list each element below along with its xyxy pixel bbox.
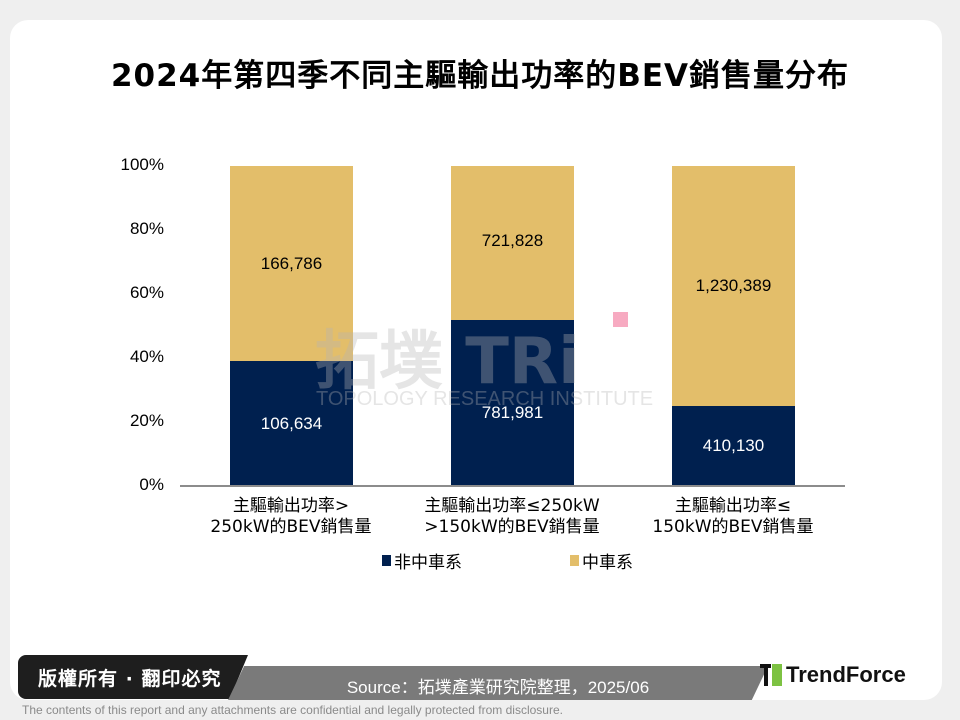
y-tick-0: 0% bbox=[139, 475, 164, 494]
x-label-line2: 250kW的BEV銷售量 bbox=[210, 517, 372, 537]
y-tick-100: 100% bbox=[120, 155, 164, 174]
copyright-text: 版權所有 · 翻印必究 bbox=[38, 668, 222, 690]
disclaimer: The contents of this report and any atta… bbox=[22, 703, 563, 717]
x-label-over-250kw: 主驅輸出功率> 250kW的BEV銷售量 bbox=[181, 496, 401, 538]
brand-name: TrendForce bbox=[786, 662, 906, 687]
bar-segment-china: 1,230,389 bbox=[672, 166, 795, 406]
legend-swatch-icon bbox=[382, 555, 391, 566]
bar-under-150kw: 1,230,389 410,130 bbox=[672, 166, 795, 486]
x-label-line2: 150kW的BEV銷售量 bbox=[652, 517, 814, 537]
legend-item-non-china: 非中車系 bbox=[382, 548, 462, 573]
bar-segment-non-china: 106,634 bbox=[230, 361, 353, 486]
bar-segment-non-china: 781,981 bbox=[451, 320, 574, 486]
legend-item-china: 中車系 bbox=[570, 548, 633, 573]
value-label: 721,828 bbox=[481, 231, 544, 250]
x-axis-line bbox=[180, 485, 845, 487]
bar-segment-non-china: 410,130 bbox=[672, 406, 795, 486]
x-label-line1: 主驅輸出功率≤ bbox=[674, 496, 792, 516]
value-label: 410,130 bbox=[702, 436, 765, 455]
source-text: Source：拓墣產業研究院整理，2025/06 bbox=[346, 678, 650, 697]
y-tick-40: 40% bbox=[129, 347, 164, 366]
legend-label: 非中車系 bbox=[394, 553, 462, 573]
legend-label: 中車系 bbox=[582, 553, 633, 573]
bar-segment-china: 721,828 bbox=[451, 166, 574, 320]
watermark-pink-dot bbox=[613, 312, 628, 327]
legend-swatch-icon bbox=[570, 555, 579, 566]
bar-over-250kw: 166,786 106,634 bbox=[230, 166, 353, 486]
bar-150-250kw: 721,828 781,981 bbox=[451, 166, 574, 486]
chart-title: 2024年第四季不同主驅輸出功率的BEV銷售量分布 bbox=[110, 58, 850, 94]
x-label-under-150kw: 主驅輸出功率≤ 150kW的BEV銷售量 bbox=[623, 496, 843, 538]
x-label-150-250kw: 主驅輸出功率≤250kW >150kW的BEV銷售量 bbox=[402, 496, 622, 538]
x-label-line2: >150kW的BEV銷售量 bbox=[424, 517, 600, 537]
trendforce-logo-icon bbox=[760, 664, 782, 686]
x-label-line1: 主驅輸出功率≤250kW bbox=[424, 496, 600, 516]
value-label: 166,786 bbox=[260, 253, 323, 273]
value-label: 1,230,389 bbox=[695, 276, 772, 295]
copyright-banner: 版權所有 · 翻印必究 bbox=[18, 655, 248, 699]
y-tick-80: 80% bbox=[129, 219, 164, 238]
x-label-line1: 主驅輸出功率> bbox=[232, 496, 350, 516]
value-label: 781,981 bbox=[481, 403, 544, 422]
value-label: 106,634 bbox=[260, 413, 323, 433]
y-tick-60: 60% bbox=[129, 283, 164, 302]
trendforce-logo: TrendForce bbox=[760, 662, 906, 688]
source-banner: Source：拓墣產業研究院整理，2025/06 bbox=[228, 666, 768, 700]
bar-segment-china: 166,786 bbox=[230, 166, 353, 361]
y-tick-20: 20% bbox=[129, 411, 164, 430]
